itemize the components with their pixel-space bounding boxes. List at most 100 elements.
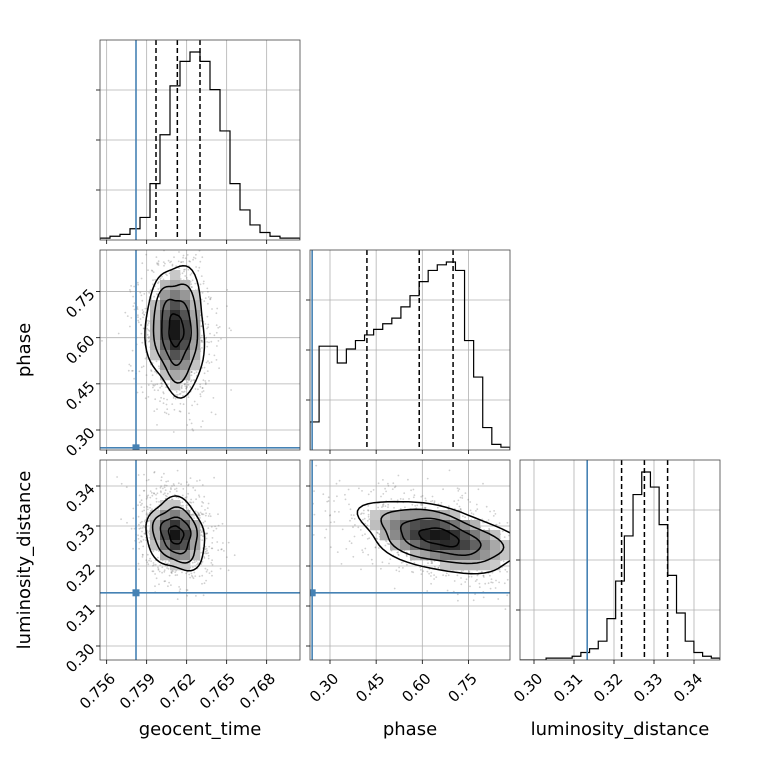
sample-point [170, 571, 173, 573]
sample-point [208, 513, 211, 515]
x-tick-label: 0.60 [398, 670, 434, 706]
sample-point [184, 383, 186, 386]
sample-point [427, 562, 429, 564]
sample-point [367, 509, 369, 511]
sample-point [206, 287, 209, 290]
sample-point [164, 561, 167, 563]
density-cell [430, 540, 441, 551]
sample-point [398, 570, 401, 573]
truth-marker [132, 444, 140, 450]
panel-frame [309, 459, 511, 661]
sample-point [228, 327, 231, 330]
density-cell [370, 520, 381, 531]
sample-point [188, 573, 191, 576]
sample-point [512, 541, 514, 543]
density-cell [170, 320, 181, 331]
sample-point [456, 593, 459, 596]
sample-point [167, 567, 170, 570]
sample-point [168, 581, 171, 584]
sample-point [189, 386, 192, 388]
sample-point [556, 553, 558, 555]
sample-point [172, 397, 175, 399]
sample-point [161, 275, 163, 278]
sample-point [421, 504, 424, 507]
density-cell [160, 520, 171, 531]
sample-point [163, 486, 166, 489]
sample-point [163, 569, 166, 571]
sample-point [186, 254, 189, 256]
sample-point [200, 531, 203, 534]
sample-point [197, 388, 199, 391]
density-cell [500, 540, 510, 551]
sample-point [167, 585, 169, 588]
density-cell [450, 540, 461, 551]
sample-point [487, 519, 490, 521]
density-cell [370, 510, 381, 521]
density-cell [470, 560, 481, 571]
sample-point [139, 318, 142, 320]
sample-point [433, 578, 435, 580]
density-cell [160, 350, 171, 361]
sample-point [329, 546, 332, 549]
sample-point [176, 469, 179, 472]
sample-point [202, 521, 205, 524]
sample-point [492, 515, 495, 517]
sample-point [137, 247, 139, 249]
sample-point [140, 540, 143, 543]
sample-point [424, 497, 427, 500]
sample-point [171, 570, 174, 572]
sample-point [484, 582, 487, 585]
sample-point [210, 361, 213, 363]
sample-point [324, 510, 327, 512]
sample-point [370, 490, 372, 493]
sample-point [193, 571, 196, 574]
sample-point [396, 551, 399, 554]
sample-point [524, 565, 526, 567]
sample-point [200, 325, 203, 328]
sample-point [201, 501, 204, 503]
sample-point [532, 579, 534, 581]
sample-point [172, 431, 175, 433]
density-cell [450, 510, 461, 521]
sample-point [172, 570, 174, 572]
sample-point [138, 527, 141, 530]
sample-point [177, 497, 180, 499]
sample-point [360, 568, 362, 571]
sample-point [430, 560, 433, 562]
sample-point [211, 563, 214, 566]
sample-point [193, 379, 195, 381]
sample-point [192, 566, 194, 568]
sample-point [333, 521, 336, 523]
sample-point [553, 577, 555, 579]
density-cell [400, 520, 411, 531]
sample-point [190, 272, 193, 275]
sample-point [159, 490, 162, 492]
histogram-panel-luminosity_distance [516, 459, 721, 661]
sample-point [143, 473, 145, 476]
sample-point [300, 492, 302, 494]
sample-point [192, 486, 195, 489]
sample-point [215, 324, 218, 327]
sample-point [195, 371, 198, 373]
sample-point [146, 506, 149, 508]
sample-point [164, 494, 167, 497]
sample-point [304, 486, 306, 488]
sample-point [205, 512, 208, 515]
sample-point [163, 570, 166, 573]
sample-point [378, 547, 380, 549]
sample-point [187, 508, 190, 511]
density-cell [190, 330, 201, 341]
sample-point [172, 483, 175, 485]
sample-point [143, 532, 146, 535]
sample-point [140, 324, 142, 326]
sample-point [137, 538, 140, 540]
sample-point [206, 315, 209, 318]
sample-point [131, 370, 133, 372]
sample-point [437, 566, 440, 569]
sample-point [352, 514, 355, 516]
sample-point [431, 561, 433, 563]
sample-point [506, 570, 508, 573]
sample-point [370, 558, 373, 561]
sample-point [209, 515, 212, 518]
sample-point [150, 560, 153, 562]
